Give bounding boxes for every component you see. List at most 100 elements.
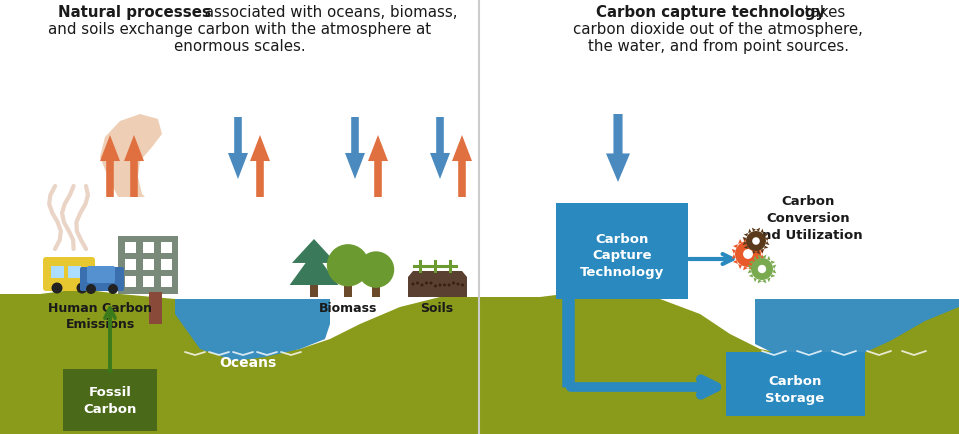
Text: Fossil
Carbon: Fossil Carbon bbox=[83, 385, 137, 415]
Polygon shape bbox=[480, 293, 959, 434]
Bar bbox=[125, 276, 136, 287]
Circle shape bbox=[430, 282, 433, 285]
Bar bbox=[143, 276, 154, 287]
Text: takes: takes bbox=[800, 5, 845, 20]
Bar bbox=[68, 266, 81, 278]
Polygon shape bbox=[733, 260, 742, 270]
Polygon shape bbox=[430, 118, 450, 180]
Circle shape bbox=[86, 284, 96, 294]
Polygon shape bbox=[754, 260, 763, 270]
FancyBboxPatch shape bbox=[63, 369, 157, 431]
Bar bbox=[118, 237, 178, 294]
Circle shape bbox=[327, 245, 369, 287]
Polygon shape bbox=[773, 265, 777, 274]
Polygon shape bbox=[749, 274, 757, 283]
Polygon shape bbox=[124, 136, 144, 197]
Text: Carbon
Capture
Technology: Carbon Capture Technology bbox=[580, 232, 665, 279]
Circle shape bbox=[420, 284, 424, 287]
Polygon shape bbox=[292, 240, 336, 263]
Polygon shape bbox=[765, 237, 769, 246]
Circle shape bbox=[358, 252, 394, 288]
Circle shape bbox=[746, 231, 766, 251]
Circle shape bbox=[452, 282, 455, 285]
Text: Carbon capture technology: Carbon capture technology bbox=[596, 5, 826, 20]
Polygon shape bbox=[290, 252, 339, 285]
Text: Soils: Soils bbox=[420, 301, 454, 314]
Polygon shape bbox=[743, 238, 753, 242]
Bar bbox=[149, 293, 162, 324]
Polygon shape bbox=[755, 299, 959, 364]
Circle shape bbox=[416, 282, 419, 285]
Polygon shape bbox=[760, 229, 768, 237]
Bar bbox=[310, 285, 318, 297]
Text: Carbon
Conversion
and Utilization: Carbon Conversion and Utilization bbox=[753, 194, 863, 241]
Text: Natural processes: Natural processes bbox=[58, 5, 211, 20]
FancyBboxPatch shape bbox=[80, 267, 124, 291]
Circle shape bbox=[735, 241, 761, 267]
Circle shape bbox=[443, 284, 446, 287]
Circle shape bbox=[438, 284, 441, 287]
Polygon shape bbox=[100, 115, 162, 197]
Circle shape bbox=[434, 285, 437, 288]
Bar bbox=[143, 260, 154, 270]
Circle shape bbox=[77, 283, 87, 294]
Text: Oceans: Oceans bbox=[220, 355, 276, 369]
FancyBboxPatch shape bbox=[556, 204, 688, 299]
FancyBboxPatch shape bbox=[726, 352, 865, 416]
Bar bbox=[125, 243, 136, 253]
Polygon shape bbox=[754, 240, 763, 248]
Polygon shape bbox=[749, 256, 757, 264]
Circle shape bbox=[751, 258, 773, 280]
Polygon shape bbox=[606, 115, 630, 183]
Circle shape bbox=[425, 282, 428, 285]
Text: and soils exchange carbon with the atmosphere at: and soils exchange carbon with the atmos… bbox=[49, 22, 432, 37]
Polygon shape bbox=[760, 250, 764, 260]
Polygon shape bbox=[100, 136, 120, 197]
Polygon shape bbox=[767, 274, 775, 283]
Polygon shape bbox=[452, 136, 472, 197]
Circle shape bbox=[108, 284, 118, 294]
Polygon shape bbox=[0, 289, 480, 434]
Polygon shape bbox=[743, 267, 753, 271]
Polygon shape bbox=[408, 271, 467, 297]
Polygon shape bbox=[748, 265, 752, 274]
Polygon shape bbox=[345, 118, 365, 180]
Circle shape bbox=[411, 283, 414, 286]
Polygon shape bbox=[758, 280, 766, 284]
Text: carbon dioxide out of the atmosphere,: carbon dioxide out of the atmosphere, bbox=[573, 22, 863, 37]
Polygon shape bbox=[743, 229, 751, 237]
Text: enormous scales.: enormous scales. bbox=[175, 39, 306, 54]
Circle shape bbox=[752, 238, 760, 245]
Text: Carbon
Storage: Carbon Storage bbox=[765, 375, 825, 404]
Bar bbox=[372, 284, 380, 297]
FancyBboxPatch shape bbox=[43, 257, 95, 291]
Bar bbox=[143, 243, 154, 253]
Bar bbox=[161, 243, 172, 253]
Circle shape bbox=[52, 283, 62, 294]
Polygon shape bbox=[758, 255, 766, 259]
Circle shape bbox=[456, 283, 459, 286]
Text: the water, and from point sources.: the water, and from point sources. bbox=[588, 39, 849, 54]
Circle shape bbox=[743, 250, 753, 260]
Polygon shape bbox=[228, 118, 248, 180]
Text: associated with oceans, biomass,: associated with oceans, biomass, bbox=[200, 5, 457, 20]
Text: Human Carbon
Emissions: Human Carbon Emissions bbox=[48, 301, 152, 331]
Polygon shape bbox=[767, 256, 775, 264]
Polygon shape bbox=[368, 136, 388, 197]
Polygon shape bbox=[742, 237, 746, 246]
FancyBboxPatch shape bbox=[87, 266, 115, 283]
Polygon shape bbox=[732, 250, 736, 260]
Circle shape bbox=[448, 284, 451, 287]
Polygon shape bbox=[175, 299, 330, 361]
Bar bbox=[125, 260, 136, 270]
Polygon shape bbox=[752, 251, 760, 255]
Polygon shape bbox=[743, 246, 751, 254]
Polygon shape bbox=[760, 246, 768, 254]
Text: Biomass: Biomass bbox=[318, 301, 377, 314]
Bar bbox=[161, 276, 172, 287]
Bar bbox=[161, 260, 172, 270]
Bar bbox=[51, 266, 64, 278]
Circle shape bbox=[758, 265, 766, 273]
Polygon shape bbox=[733, 240, 742, 248]
Bar bbox=[344, 283, 352, 297]
